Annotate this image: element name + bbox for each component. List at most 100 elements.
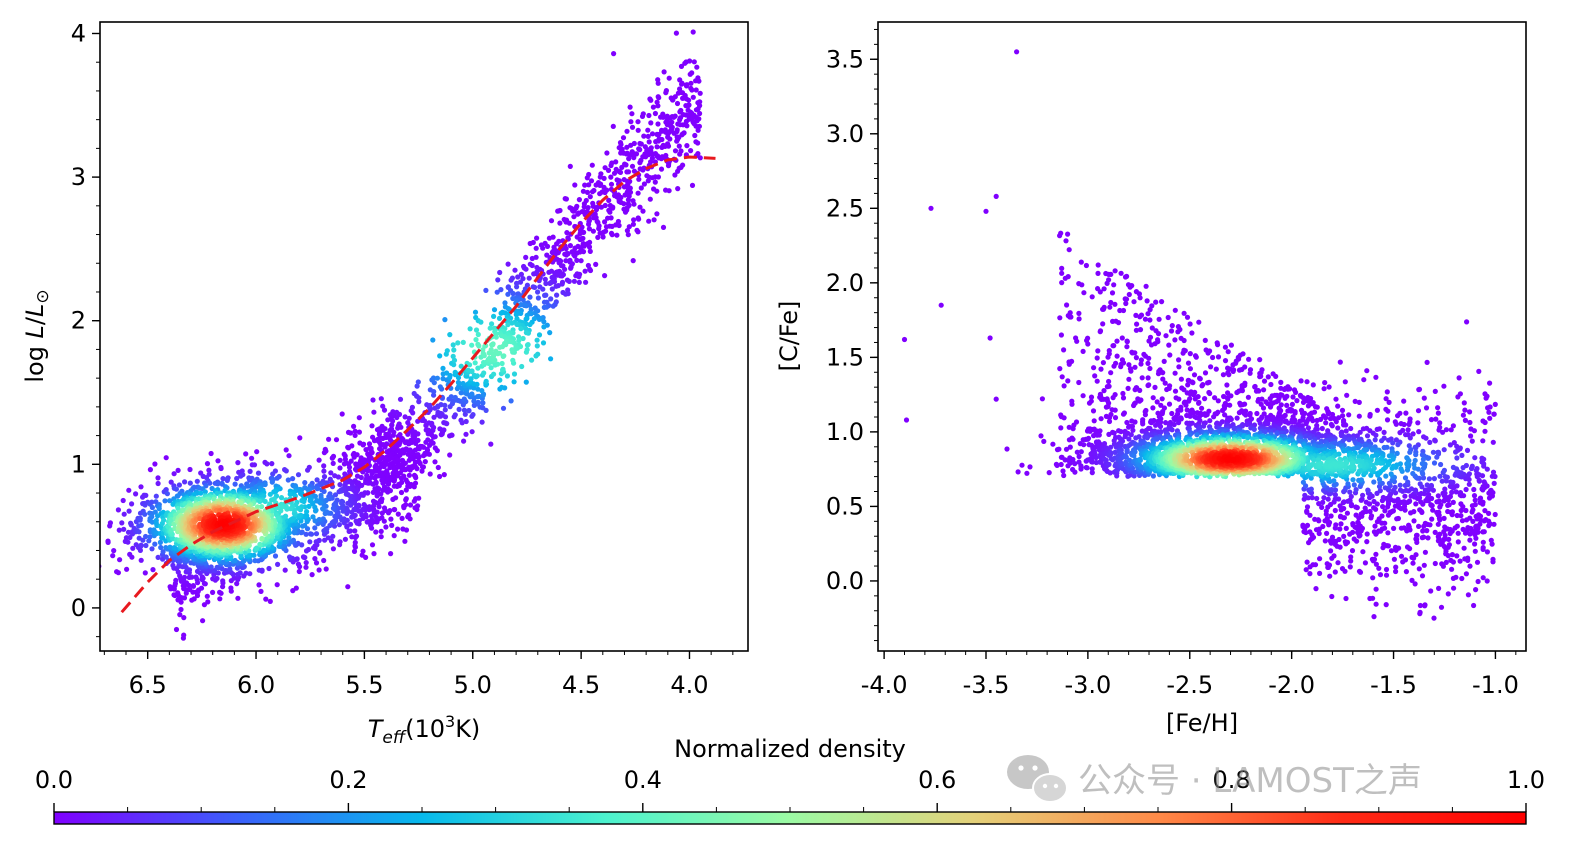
left-data-point (587, 244, 592, 249)
left-data-point (661, 225, 666, 230)
right-data-point (1188, 321, 1193, 326)
left-data-point (567, 279, 572, 284)
right-data-point (1320, 500, 1325, 505)
left-data-point (139, 543, 144, 548)
left-data-point (243, 571, 248, 576)
right-data-point (1057, 315, 1062, 320)
left-data-point (698, 155, 703, 160)
right-data-point (1112, 302, 1117, 307)
left-data-point (263, 597, 268, 602)
right-data-point (1113, 268, 1118, 273)
right-data-point (1313, 586, 1318, 591)
left-data-point (286, 535, 291, 540)
left-data-point (467, 362, 472, 367)
right-data-point (1381, 542, 1386, 547)
right-data-point (1235, 416, 1240, 421)
left-data-point (117, 528, 122, 533)
left-data-point (176, 468, 181, 473)
right-data-point (1283, 396, 1288, 401)
left-data-point (392, 479, 397, 484)
right-data-point (1401, 499, 1406, 504)
right-data-point (1424, 405, 1429, 410)
right-data-point (1363, 506, 1368, 511)
left-data-point (545, 244, 550, 249)
left-data-point (688, 72, 693, 77)
left-data-point (463, 432, 468, 437)
right-data-point (1098, 289, 1103, 294)
right-data-point (1227, 403, 1232, 408)
right-data-point (1246, 357, 1251, 362)
right-data-point (1340, 408, 1345, 413)
left-data-point (415, 452, 420, 457)
right-data-point (1364, 368, 1369, 373)
left-data-point (462, 408, 467, 413)
left-data-point (182, 479, 187, 484)
left-data-point (602, 273, 607, 278)
left-data-point (506, 262, 511, 267)
right-data-point (1137, 314, 1142, 319)
left-data-point (312, 525, 317, 530)
left-data-point (550, 286, 555, 291)
left-data-point (321, 469, 326, 474)
right-data-point (1416, 387, 1421, 392)
right-data-point (1324, 531, 1329, 536)
left-data-point (256, 471, 261, 476)
left-data-point (535, 289, 540, 294)
right-data-point (1101, 360, 1106, 365)
left-data-point (609, 182, 614, 187)
right-data-point (1456, 531, 1461, 536)
right-data-point (1461, 527, 1466, 532)
left-data-point (177, 482, 182, 487)
left-data-point (294, 586, 299, 591)
left-data-point (257, 499, 262, 504)
right-data-point (1170, 323, 1175, 328)
right-data-point (1064, 302, 1069, 307)
right-data-point (1385, 417, 1390, 422)
right-data-point (1172, 422, 1177, 427)
left-data-point (604, 150, 609, 155)
left-data-point (497, 345, 502, 350)
left-data-point (549, 218, 554, 223)
right-data-point (1163, 333, 1168, 338)
left-data-point (143, 502, 148, 507)
left-data-point (509, 278, 514, 283)
right-data-point (1294, 398, 1299, 403)
right-data-point (1069, 402, 1074, 407)
right-data-point (1182, 338, 1187, 343)
left-data-point (304, 548, 309, 553)
left-data-point (264, 461, 269, 466)
right-data-point (1344, 526, 1349, 531)
left-data-point (270, 471, 275, 476)
right-data-point (1473, 502, 1478, 507)
right-data-point (1081, 442, 1086, 447)
left-data-point (181, 633, 186, 638)
right-data-point (1070, 437, 1075, 442)
left-data-point (152, 542, 157, 547)
left-data-point (436, 465, 441, 470)
right-data-point (1061, 347, 1066, 352)
left-data-point (390, 497, 395, 502)
right-data-point (1104, 405, 1109, 410)
right-data-point (1462, 546, 1467, 551)
right-data-point (1439, 605, 1444, 610)
left-data-point (509, 347, 514, 352)
right-data-point (1393, 545, 1398, 550)
right-data-point (1459, 576, 1464, 581)
right-data-point (1473, 549, 1478, 554)
left-data-point (577, 280, 582, 285)
right-data-point (1132, 419, 1137, 424)
right-data-point (1385, 389, 1390, 394)
left-data-point (628, 105, 633, 110)
left-data-point (523, 255, 528, 260)
right-data-point (1100, 321, 1105, 326)
right-data-point (1395, 497, 1400, 502)
right-data-point (1112, 430, 1117, 435)
right-data-point (1098, 367, 1103, 372)
left-data-point (400, 526, 405, 531)
left-data-point (257, 568, 262, 573)
left-data-point (395, 527, 400, 532)
right-data-point (1444, 560, 1449, 565)
right-data-point (1485, 405, 1490, 410)
left-data-point (531, 271, 536, 276)
right-data-point (1305, 504, 1310, 509)
